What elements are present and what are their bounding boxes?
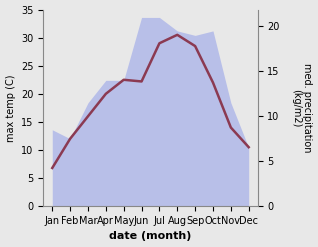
Y-axis label: med. precipitation
(kg/m2): med. precipitation (kg/m2) [291, 63, 313, 153]
Y-axis label: max temp (C): max temp (C) [5, 74, 16, 142]
X-axis label: date (month): date (month) [109, 231, 192, 242]
